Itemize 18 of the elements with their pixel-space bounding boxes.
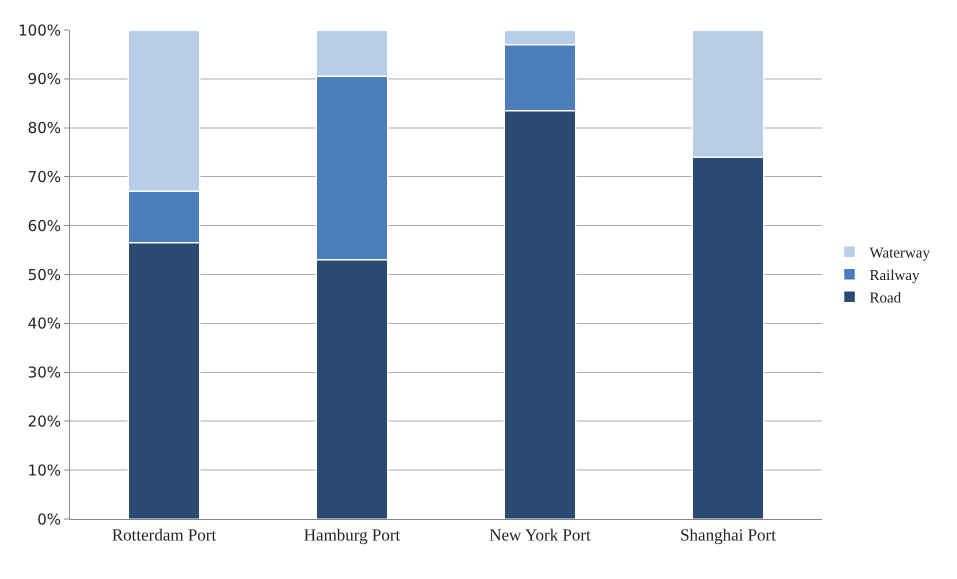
y-tick-label: 10% <box>28 461 61 480</box>
y-tick-label: 90% <box>28 70 61 88</box>
x-tick-label: Shanghai Port <box>680 525 776 544</box>
y-tick-label: 60% <box>28 216 61 235</box>
y-tick-label: 0% <box>37 510 61 528</box>
y-tick-label: 70% <box>28 168 61 186</box>
x-tick-label: Hamburg Port <box>304 525 401 544</box>
y-tick-label: 20% <box>28 412 61 430</box>
y-tick-label: 80% <box>28 119 61 138</box>
x-tick-label: Rotterdam Port <box>112 525 216 544</box>
y-tick-label: 30% <box>28 364 61 382</box>
y-tick-label: 100% <box>18 21 61 40</box>
x-tick-label: New York Port <box>489 525 592 544</box>
legend-label: Road <box>870 290 902 307</box>
y-tick-label: 40% <box>28 314 61 333</box>
legend-label: Railway <box>870 268 920 284</box>
legend-label: Waterway <box>870 246 930 262</box>
y-tick-label: 50% <box>28 266 61 284</box>
